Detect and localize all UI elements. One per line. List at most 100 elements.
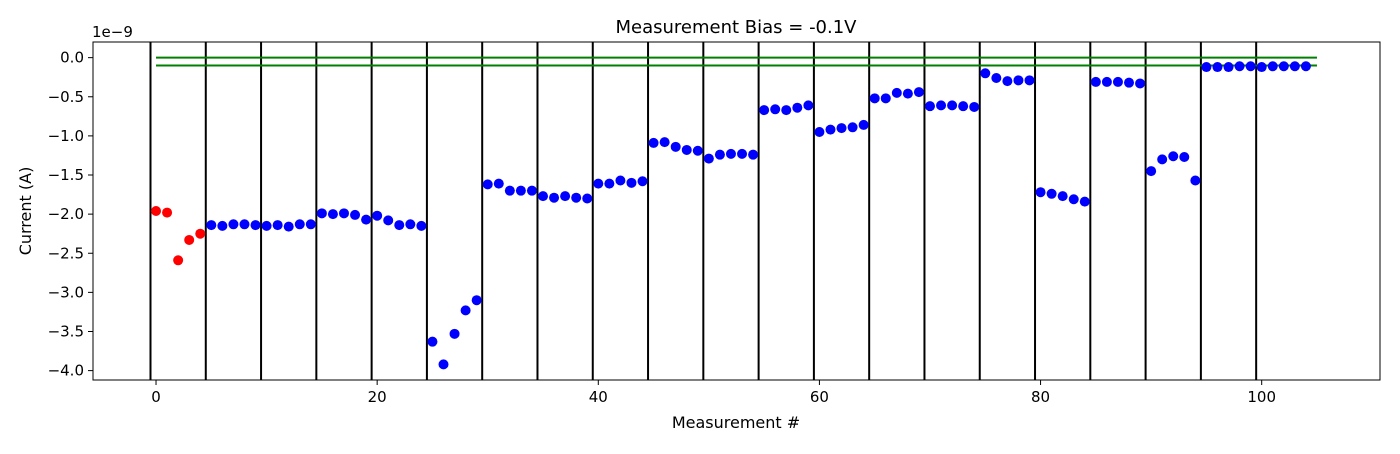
data-point [361,214,372,225]
data-point [803,100,814,111]
y-tick-label: −1.5 [48,166,84,184]
data-point [1124,77,1135,88]
data-point [394,220,405,231]
data-point [1013,75,1024,86]
y-tick-label: −0.5 [48,88,84,106]
data-point [659,137,670,148]
data-point [880,93,891,104]
data-point [173,255,184,266]
data-point [836,123,847,134]
data-point [637,176,648,187]
data-point [1090,76,1101,87]
data-point [770,104,781,115]
data-point [549,192,560,203]
data-point [504,185,515,196]
data-point [151,206,162,216]
data-point [737,148,748,159]
data-point [814,126,825,137]
y-tick-label: −2.5 [48,244,84,262]
x-tick-label: 100 [1247,388,1276,406]
data-point [869,93,880,104]
data-point [759,105,770,116]
data-point [372,210,383,221]
data-point [195,228,206,239]
data-point [1057,191,1068,202]
data-point [969,101,980,112]
y-tick-label: 0.0 [60,49,84,67]
data-point [991,72,1002,83]
data-point [692,145,703,156]
data-point [615,175,626,186]
data-point [1256,62,1267,73]
data-point [538,191,549,202]
data-point [338,208,349,219]
data-point [526,185,537,196]
data-point [1245,61,1256,72]
data-point [1101,76,1112,87]
data-point [980,68,991,79]
data-point [1300,61,1311,72]
data-point [261,220,272,231]
data-point [1157,154,1168,165]
data-point [560,191,571,202]
y-tick-label: −1.0 [48,127,84,145]
data-point [1234,61,1245,72]
data-point [936,100,947,111]
plot-area [149,42,1317,380]
data-point [1223,62,1234,73]
data-point [891,87,902,98]
data-point [305,219,316,230]
data-point [184,234,195,245]
data-point [383,215,394,226]
data-point [681,144,692,155]
data-point [515,185,526,196]
data-point [1278,61,1289,72]
plot-frame [92,41,1381,381]
data-point [1179,152,1190,163]
y-axis-label: Current (A) [16,167,35,256]
data-point [670,141,681,152]
y-tick-label: −3.5 [48,322,84,340]
data-point [294,219,305,230]
data-point [327,209,338,220]
data-point [162,207,173,218]
data-point [449,328,460,339]
data-point [493,178,504,189]
data-point [648,137,659,148]
data-point [604,178,615,189]
data-point [416,220,427,231]
data-point [1190,175,1201,186]
x-tick-label: 40 [589,388,608,406]
data-point [947,100,958,111]
data-point [593,178,604,189]
data-point [250,220,261,231]
x-tick-label: 20 [368,388,387,406]
data-point [781,105,792,116]
y-axis: 0.0 −0.5 −1.0 −1.5 −2.0 −2.5 −3.0 −3.5 −4.0 [48,49,93,380]
data-point [1079,196,1090,207]
data-point [825,124,836,135]
y-tick-label: −2.0 [48,205,84,223]
data-point [582,193,593,204]
data-point [858,119,869,130]
data-point [571,192,582,203]
data-point [725,148,736,159]
x-tick-label: 0 [151,388,161,406]
data-point [1024,75,1035,86]
data-point [1135,78,1146,89]
data-point [206,220,217,231]
chart-title: Measurement Bias = -0.1V [615,17,857,38]
data-point [847,122,858,133]
data-point [217,220,228,231]
data-point [792,102,803,113]
data-point [405,219,416,230]
data-point [239,219,250,230]
data-point [1146,166,1157,177]
data-point [471,295,482,306]
y-tick-label: −3.0 [48,283,84,301]
data-point [350,209,361,220]
data-point [438,359,449,370]
data-point [1267,61,1278,72]
